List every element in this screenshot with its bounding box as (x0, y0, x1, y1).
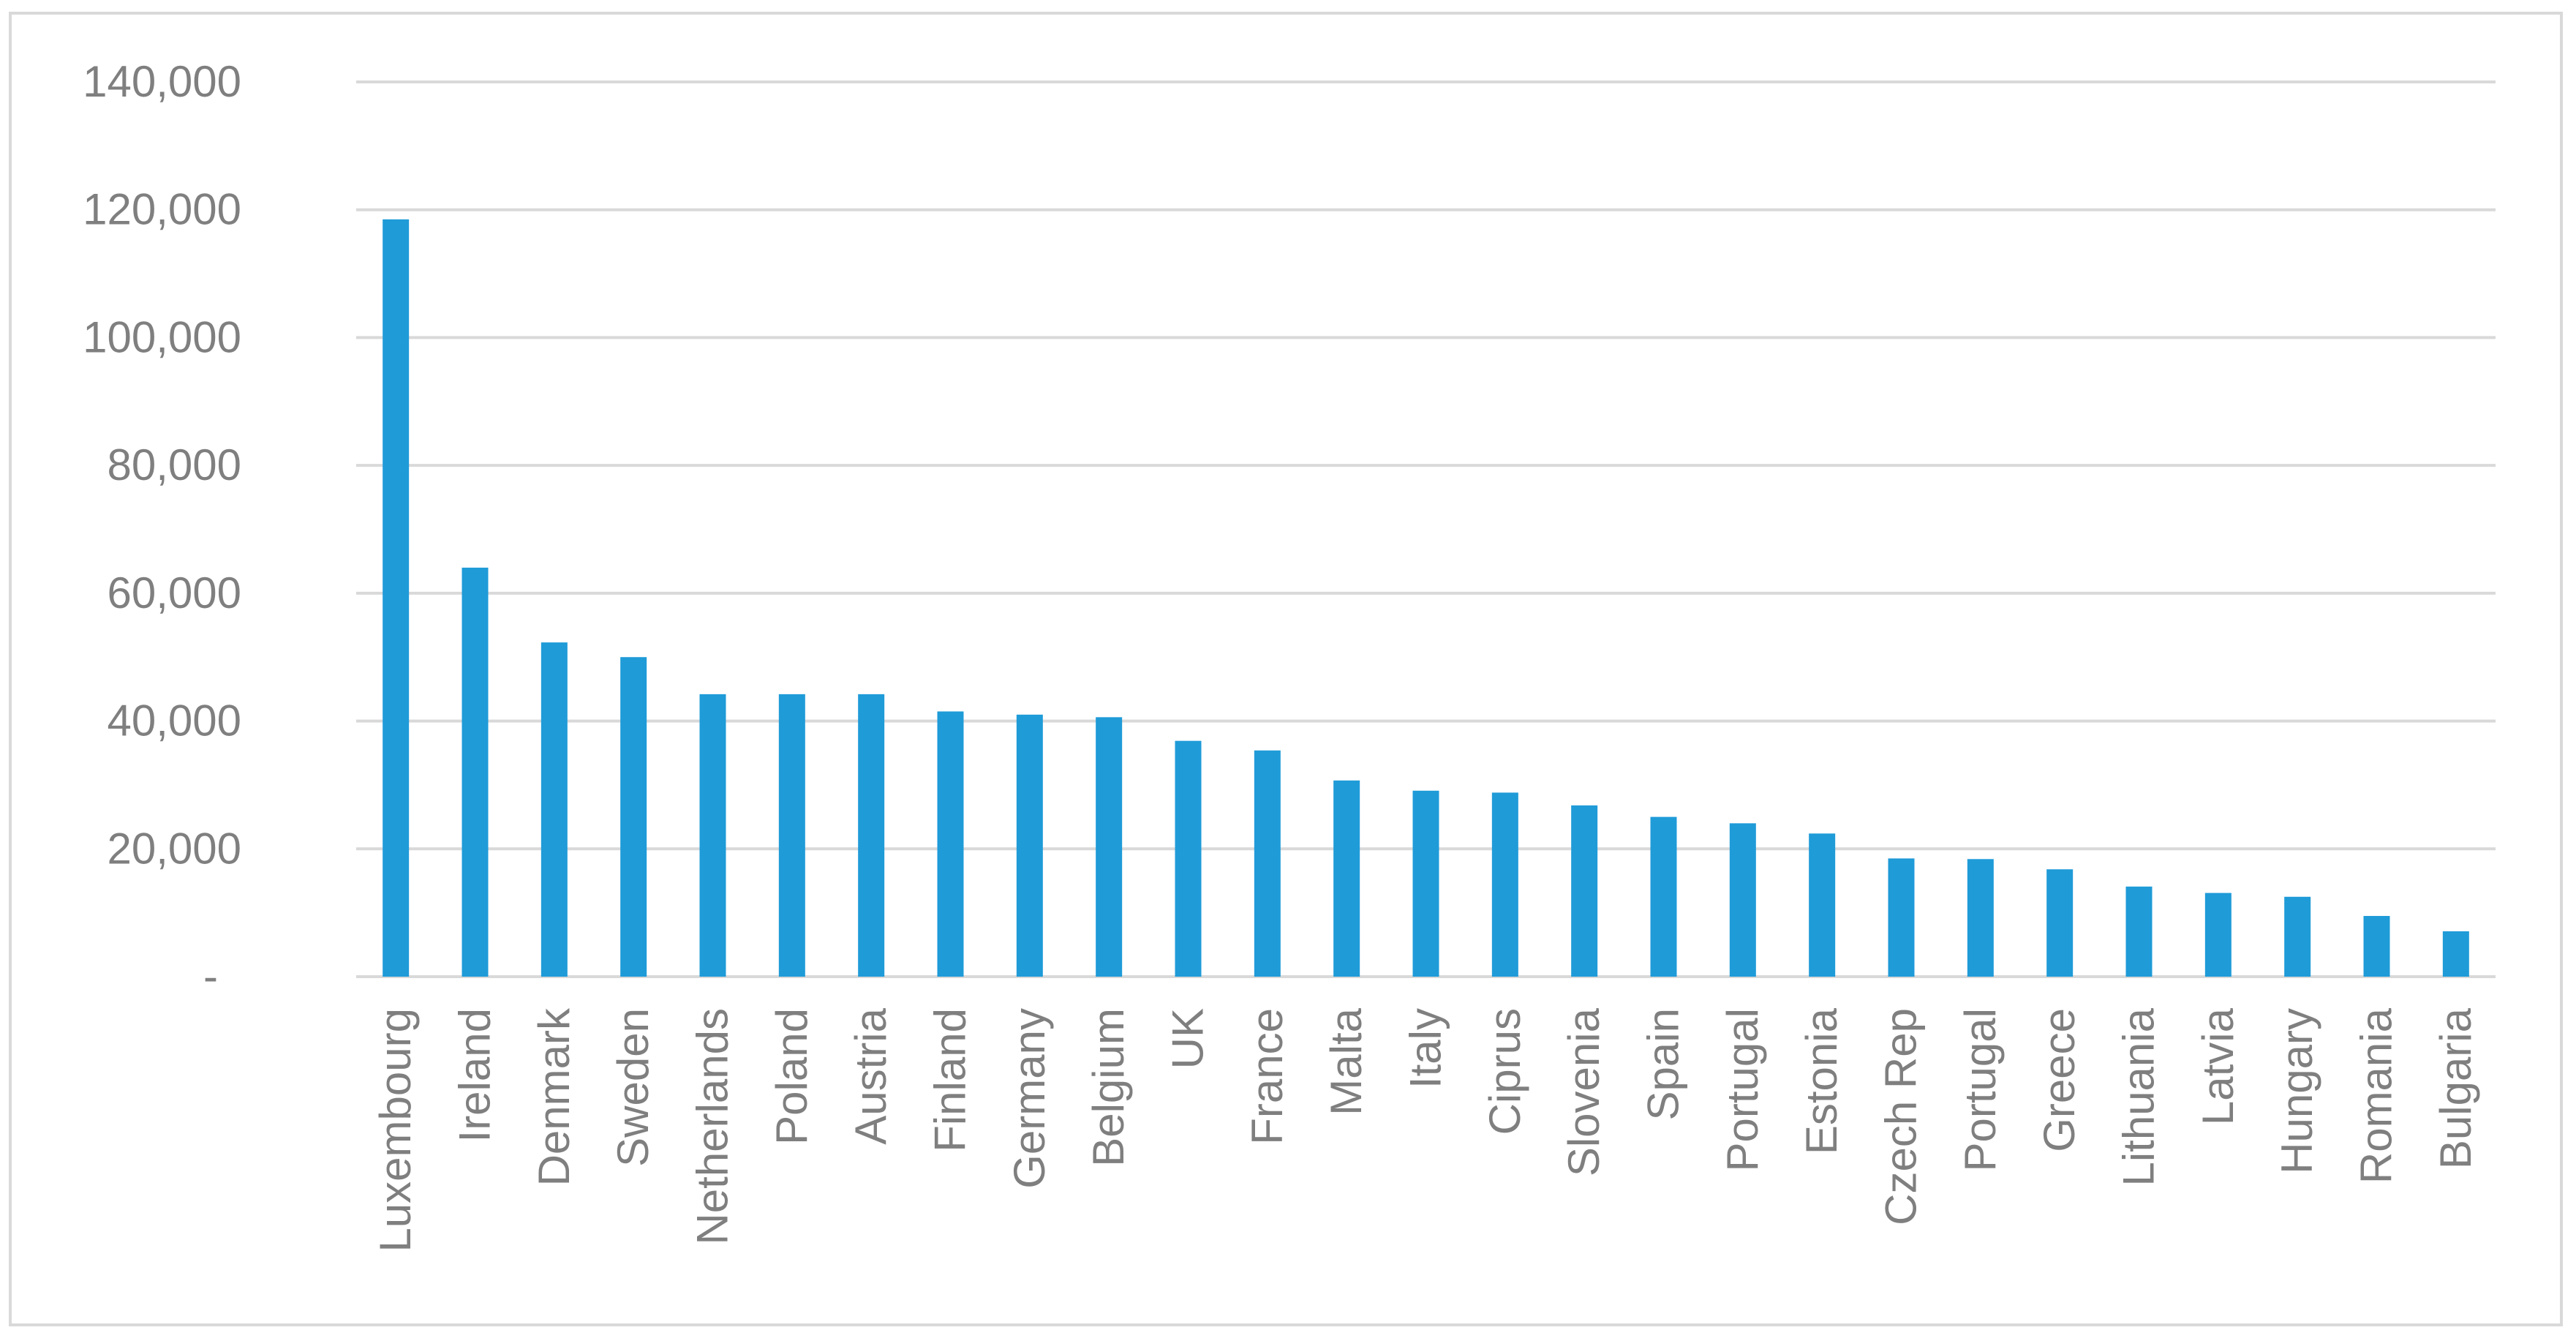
bar-luxembourg (383, 219, 410, 977)
bar-czech-rep (1888, 858, 1915, 977)
x-category-label: Slovenia (1559, 1007, 1608, 1176)
bar-finland (937, 711, 964, 977)
bar-portugal (1729, 823, 1756, 977)
x-category-label: Lithuania (2114, 1007, 2163, 1186)
bar-bulgaria (2442, 931, 2469, 977)
bar-denmark (541, 642, 568, 977)
bar-malta (1333, 780, 1360, 977)
bar-poland (778, 694, 805, 977)
x-category-label: Netherlands (688, 1008, 737, 1245)
y-axis-tick-labels: - 20,000 40,000 60,000 80,000 100,000 120,000 1… (83, 57, 241, 1001)
bar-germany (1016, 714, 1043, 977)
bar-belgium (1096, 717, 1123, 977)
y-tick-label: - (203, 952, 218, 1001)
bar-latvia (2204, 893, 2232, 977)
x-category-label: Finland (926, 1008, 975, 1152)
x-category-label: Ireland (451, 1008, 500, 1142)
x-category-label: Czech Rep (1877, 1008, 1926, 1225)
y-tick-label: 60,000 (107, 568, 241, 617)
y-tick-label: 80,000 (107, 440, 241, 489)
bars (383, 219, 2469, 977)
y-tick-label: 40,000 (107, 696, 241, 745)
y-tick-label: 100,000 (83, 312, 241, 361)
bar-romania (2363, 916, 2390, 977)
x-category-label: Italy (1401, 1008, 1450, 1089)
y-tick-label: 20,000 (107, 824, 241, 873)
y-tick-label: 140,000 (83, 57, 241, 106)
x-category-label: UK (1164, 1008, 1213, 1069)
bar-lithuania (2125, 886, 2153, 977)
bar-portugal (1967, 859, 1994, 977)
bar-sweden (620, 657, 647, 977)
x-category-label: Bulgaria (2431, 1007, 2480, 1169)
x-category-label: Poland (767, 1008, 816, 1145)
x-category-label: France (1243, 1008, 1292, 1145)
x-category-label: Germany (1005, 1008, 1054, 1189)
x-category-label: Estonia (1797, 1007, 1846, 1154)
bar-spain (1650, 816, 1677, 977)
bar-uk (1175, 740, 1202, 977)
x-category-label: Ciprus (1480, 1008, 1529, 1135)
x-category-label: Sweden (609, 1008, 658, 1167)
x-category-label: Malta (1322, 1007, 1371, 1115)
bar-ireland (462, 567, 489, 977)
x-category-label: Belgium (1084, 1008, 1133, 1167)
bar-hungary (2284, 896, 2311, 977)
x-category-label: Portugal (1718, 1008, 1767, 1171)
x-category-label: Portugal (1956, 1008, 2005, 1171)
bar-france (1254, 750, 1281, 977)
x-category-label: Austria (846, 1007, 895, 1144)
chart-frame (9, 12, 2563, 1326)
x-category-label: Romania (2352, 1007, 2401, 1184)
bar-estonia (1809, 833, 1836, 977)
x-category-label: Denmark (530, 1007, 579, 1186)
bar-slovenia (1571, 805, 1598, 977)
bar-austria (858, 694, 885, 977)
x-category-label: Greece (2035, 1008, 2084, 1152)
bar-greece (2046, 869, 2074, 977)
bar-italy (1412, 790, 1439, 977)
x-category-label: Hungary (2272, 1008, 2321, 1174)
x-axis-category-labels: Luxembourg Ireland Denmark Sweden Netherland… (371, 1007, 2480, 1252)
x-category-label: Latvia (2193, 1007, 2242, 1125)
bar-ciprus (1491, 792, 1518, 977)
bar-netherlands (699, 694, 726, 977)
x-category-label: Luxembourg (371, 1008, 420, 1252)
y-tick-label: 120,000 (83, 185, 241, 234)
x-category-label: Spain (1639, 1008, 1688, 1120)
